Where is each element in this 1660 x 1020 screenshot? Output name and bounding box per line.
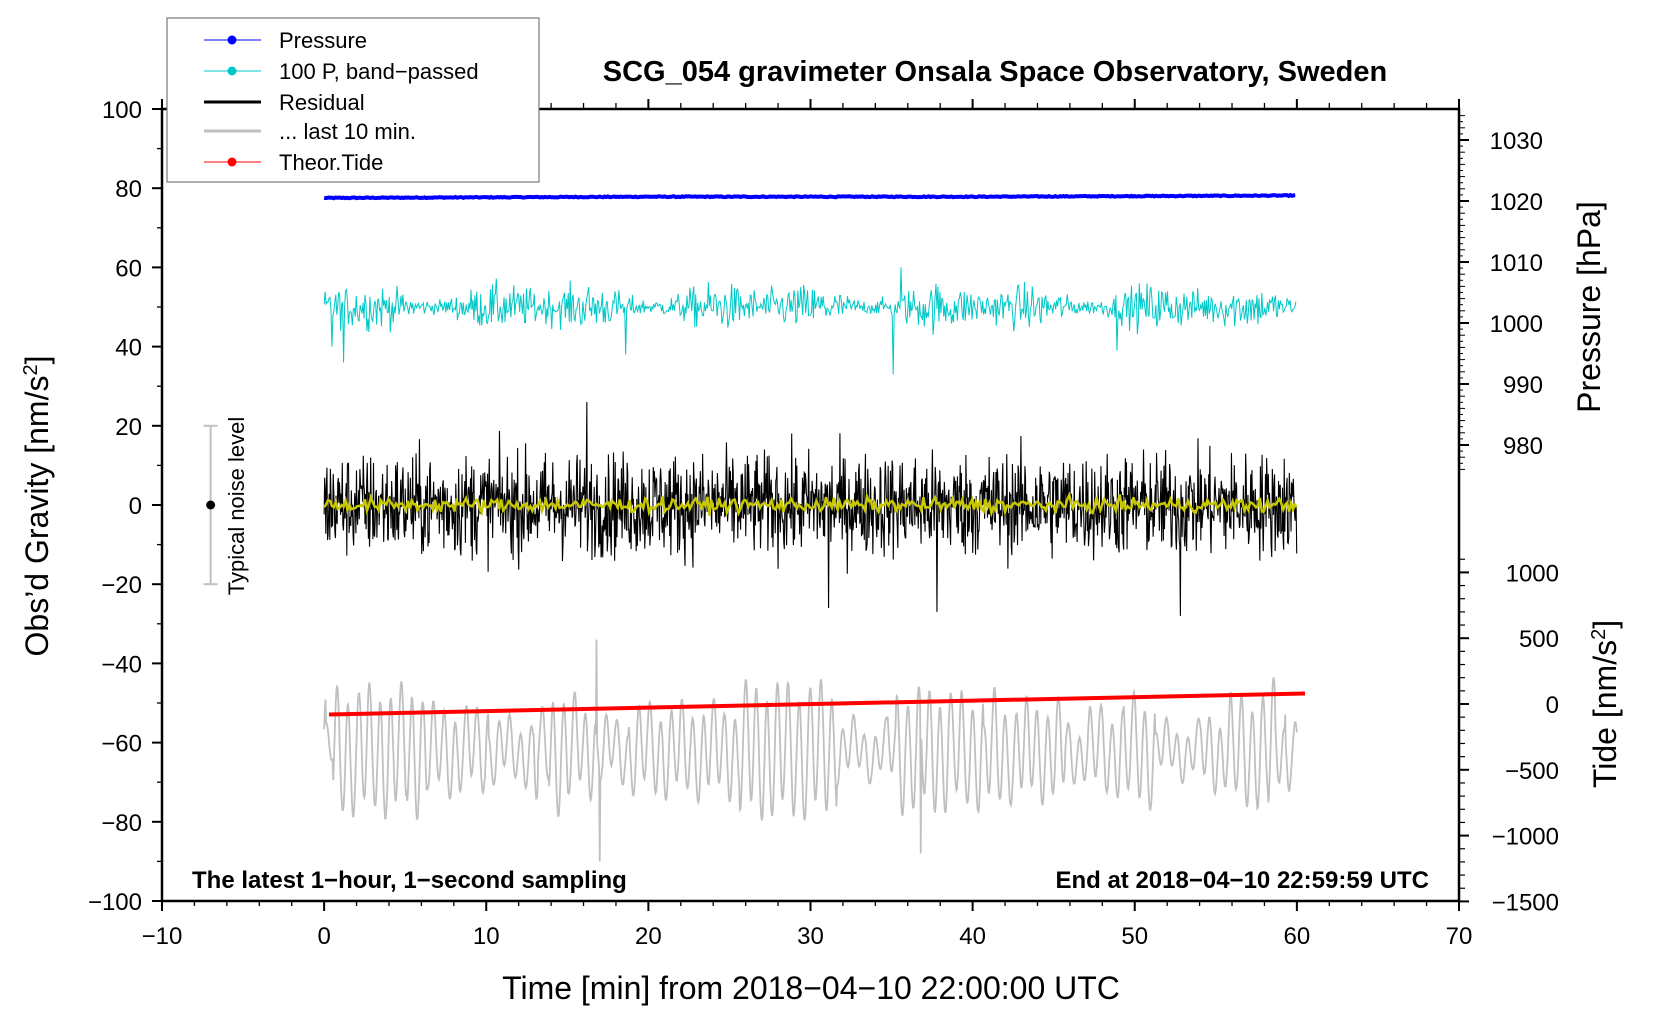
series-residual (323, 402, 1298, 616)
x-tick-label: 50 (1121, 923, 1148, 950)
legend: Pressure 100 P, band−passed Residual ... la… (166, 17, 540, 183)
legend-box (166, 17, 540, 183)
series-residual-smoothed (323, 491, 1298, 518)
x-tick-label: −10 (142, 923, 183, 950)
tide-axis-title-sup: 2 (1588, 629, 1610, 640)
y-tick-label: −20 (101, 572, 142, 599)
y-axis-title: Obs’d Gravity [nm/s2] (19, 356, 55, 657)
pressure-tick-label: 1010 (1490, 250, 1543, 277)
pressure-axis-title: Pressure [hPa] (1571, 201, 1607, 413)
tide-tick-label: 500 (1519, 626, 1559, 653)
legend-entry: 100 P, band−passed (204, 59, 479, 84)
x-tick-label: 20 (635, 923, 662, 950)
x-tick-label: 30 (797, 923, 824, 950)
legend-entry: ... last 10 min. (204, 119, 416, 144)
legend-label: Theor.Tide (279, 150, 383, 175)
y-tick-label: −40 (101, 651, 142, 678)
noise-level-label: Typical noise level (224, 417, 249, 596)
pressure-tick-label: 1000 (1490, 311, 1543, 338)
legend-label: 100 P, band−passed (279, 59, 479, 84)
y-tick-label: −80 (101, 810, 142, 837)
legend-marker-icon (227, 157, 237, 167)
pressure-tick-label: 980 (1503, 433, 1543, 460)
series-band-passed (323, 267, 1297, 375)
chart-title: SCG_054 gravimeter Onsala Space Observat… (603, 56, 1387, 88)
y-tick-label: −60 (101, 731, 142, 758)
tide-axis-title: Tide [nm/s2] (1587, 620, 1623, 788)
tide-tick-label: −1500 (1492, 889, 1559, 916)
y-tick-label: 100 (102, 97, 142, 124)
y-tick-label: 60 (115, 255, 142, 282)
pressure-tick-label: 990 (1503, 372, 1543, 399)
legend-marker-icon (227, 66, 237, 76)
legend-label: Pressure (279, 28, 367, 53)
data-layer (323, 192, 1306, 862)
x-axis-title: Time [min] from 2018−04−10 22:00:00 UTC (502, 970, 1120, 1006)
legend-marker-icon (227, 35, 237, 45)
legend-entry: Theor.Tide (204, 150, 383, 175)
legend-label: ... last 10 min. (279, 119, 416, 144)
x-tick-label: 60 (1284, 923, 1311, 950)
x-tick-label: 40 (959, 923, 986, 950)
tide-tick-label: 0 (1546, 692, 1559, 719)
tide-tick-label: −500 (1505, 758, 1559, 785)
series-last-10-min (323, 639, 1298, 862)
noise-center-dot (206, 500, 216, 510)
y-tick-label: 80 (115, 176, 142, 203)
series-theor-tide (328, 691, 1306, 717)
annotation-left: The latest 1−hour, 1−second sampling (192, 867, 627, 894)
noise-level-indicator: Typical noise level (203, 417, 249, 596)
series-pressure (323, 192, 1296, 201)
y-tick-label: 0 (129, 493, 142, 520)
tide-tick-label: 1000 (1506, 560, 1559, 587)
x-tick-label: 10 (473, 923, 500, 950)
ticks-layer: −10 0 10 20 30 40 50 60 70100806040200−20−40−60−… (88, 97, 1559, 950)
legend-entry: Pressure (204, 28, 367, 53)
legend-entry: Residual (204, 90, 365, 115)
pressure-tick-label: 1030 (1490, 128, 1543, 155)
x-tick-label: 0 (317, 923, 330, 950)
y-tick-label: −100 (88, 889, 142, 916)
legend-label: Residual (279, 90, 365, 115)
y-tick-label: 20 (115, 414, 142, 441)
pressure-tick-label: 1020 (1490, 189, 1543, 216)
x-tick-label: 70 (1446, 923, 1473, 950)
y-axis-title-sup: 2 (20, 364, 42, 375)
y-tick-label: 40 (115, 335, 142, 362)
annotation-right: End at 2018−04−10 22:59:59 UTC (1055, 867, 1429, 894)
tide-tick-label: −1000 (1492, 824, 1559, 851)
